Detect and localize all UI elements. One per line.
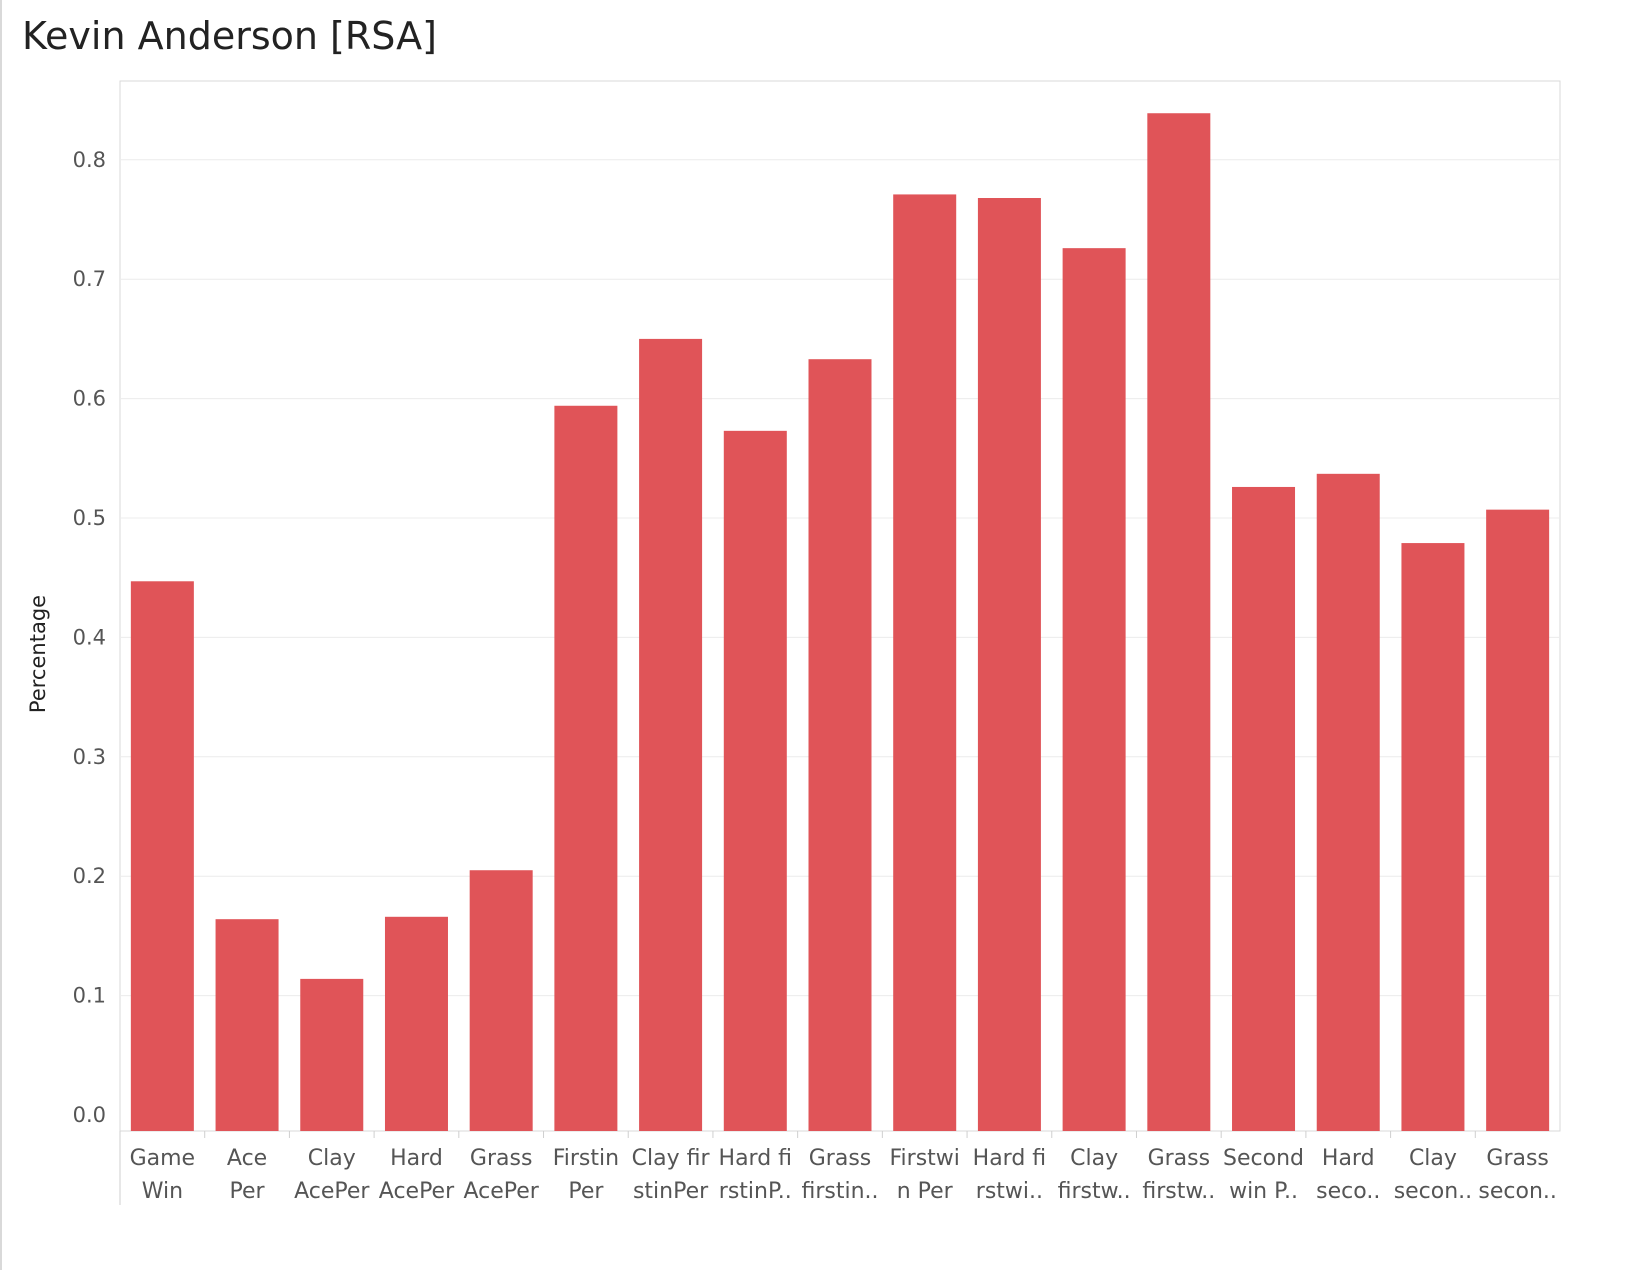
x-axis: GameWinAcePerClayAcePerHardAcePerGrassAc… — [119, 1131, 1557, 1205]
x-category-label: Ace — [227, 1146, 267, 1171]
bar[interactable] — [977, 198, 1041, 1131]
x-category-label: Game — [130, 1146, 196, 1171]
bars — [130, 113, 1550, 1132]
x-category-label: Grass — [1148, 1146, 1211, 1171]
bar[interactable] — [130, 581, 194, 1131]
bar[interactable] — [1232, 486, 1296, 1131]
x-category-label: AcePer — [294, 1179, 370, 1204]
y-tick-label: 0.2 — [73, 864, 106, 888]
y-tick-label: 0.0 — [73, 1103, 106, 1127]
x-category-label: seco.. — [1316, 1179, 1380, 1204]
y-tick-label: 0.1 — [73, 984, 106, 1008]
bar[interactable] — [1486, 509, 1550, 1132]
x-category-label: Grass — [470, 1146, 533, 1171]
y-tick-label: 0.4 — [73, 625, 106, 649]
y-tick-label: 0.5 — [73, 506, 106, 530]
x-category-label: secon.. — [1478, 1179, 1556, 1204]
bar[interactable] — [1147, 113, 1211, 1131]
bar[interactable] — [469, 870, 533, 1131]
x-category-label: Hard fi — [973, 1146, 1047, 1171]
bar[interactable] — [723, 430, 787, 1131]
bar[interactable] — [384, 916, 448, 1131]
bar[interactable] — [893, 194, 957, 1131]
y-tick-label: 0.6 — [73, 387, 106, 411]
x-category-label: AcePer — [379, 1179, 455, 1204]
x-category-label: Clay — [1070, 1146, 1118, 1171]
x-category-label: firstw.. — [1142, 1179, 1215, 1204]
x-category-label: Firstin — [553, 1146, 619, 1171]
y-tick-label: 0.8 — [73, 148, 106, 172]
bar[interactable] — [639, 338, 703, 1131]
x-category-label: rstwi.. — [976, 1179, 1043, 1204]
x-category-label: Per — [230, 1179, 266, 1204]
x-category-label: Second — [1223, 1146, 1304, 1171]
x-category-label: Per — [568, 1179, 604, 1204]
x-category-label: firstin.. — [801, 1179, 878, 1204]
x-category-label: Clay — [1409, 1146, 1457, 1171]
x-category-label: Win — [142, 1179, 183, 1204]
x-category-label: Hard — [390, 1146, 443, 1171]
bar[interactable] — [554, 405, 618, 1131]
bar[interactable] — [1401, 543, 1465, 1131]
y-axis-ticks: 0.0 0.1 0.2 0.3 0.4 0.5 0.6 0.7 0.8 — [73, 148, 106, 1127]
bar[interactable] — [300, 978, 364, 1131]
x-category-label: n Per — [897, 1179, 954, 1204]
x-category-label: Firstwi — [890, 1146, 960, 1171]
x-category-label: win P.. — [1229, 1179, 1298, 1204]
y-tick-label: 0.7 — [73, 267, 106, 291]
chart-title: Kevin Anderson [RSA] — [22, 14, 437, 58]
x-category-label: AcePer — [463, 1179, 539, 1204]
bar[interactable] — [215, 919, 279, 1131]
bar[interactable] — [1316, 473, 1380, 1131]
bar[interactable] — [808, 359, 872, 1131]
x-category-label: rstinP.. — [719, 1179, 792, 1204]
x-category-label: secon.. — [1394, 1179, 1472, 1204]
bar[interactable] — [1062, 248, 1126, 1131]
x-category-label: Grass — [1486, 1146, 1549, 1171]
x-category-label: Grass — [809, 1146, 872, 1171]
left-border — [0, 0, 2, 1270]
x-category-label: stinPer — [633, 1179, 709, 1204]
x-category-label: firstw.. — [1058, 1179, 1131, 1204]
x-category-label: Hard fi — [719, 1146, 793, 1171]
x-category-label: Clay fir — [632, 1146, 711, 1171]
x-category-label: Clay — [308, 1146, 356, 1171]
y-tick-label: 0.3 — [73, 745, 106, 769]
x-category-label: Hard — [1322, 1146, 1375, 1171]
